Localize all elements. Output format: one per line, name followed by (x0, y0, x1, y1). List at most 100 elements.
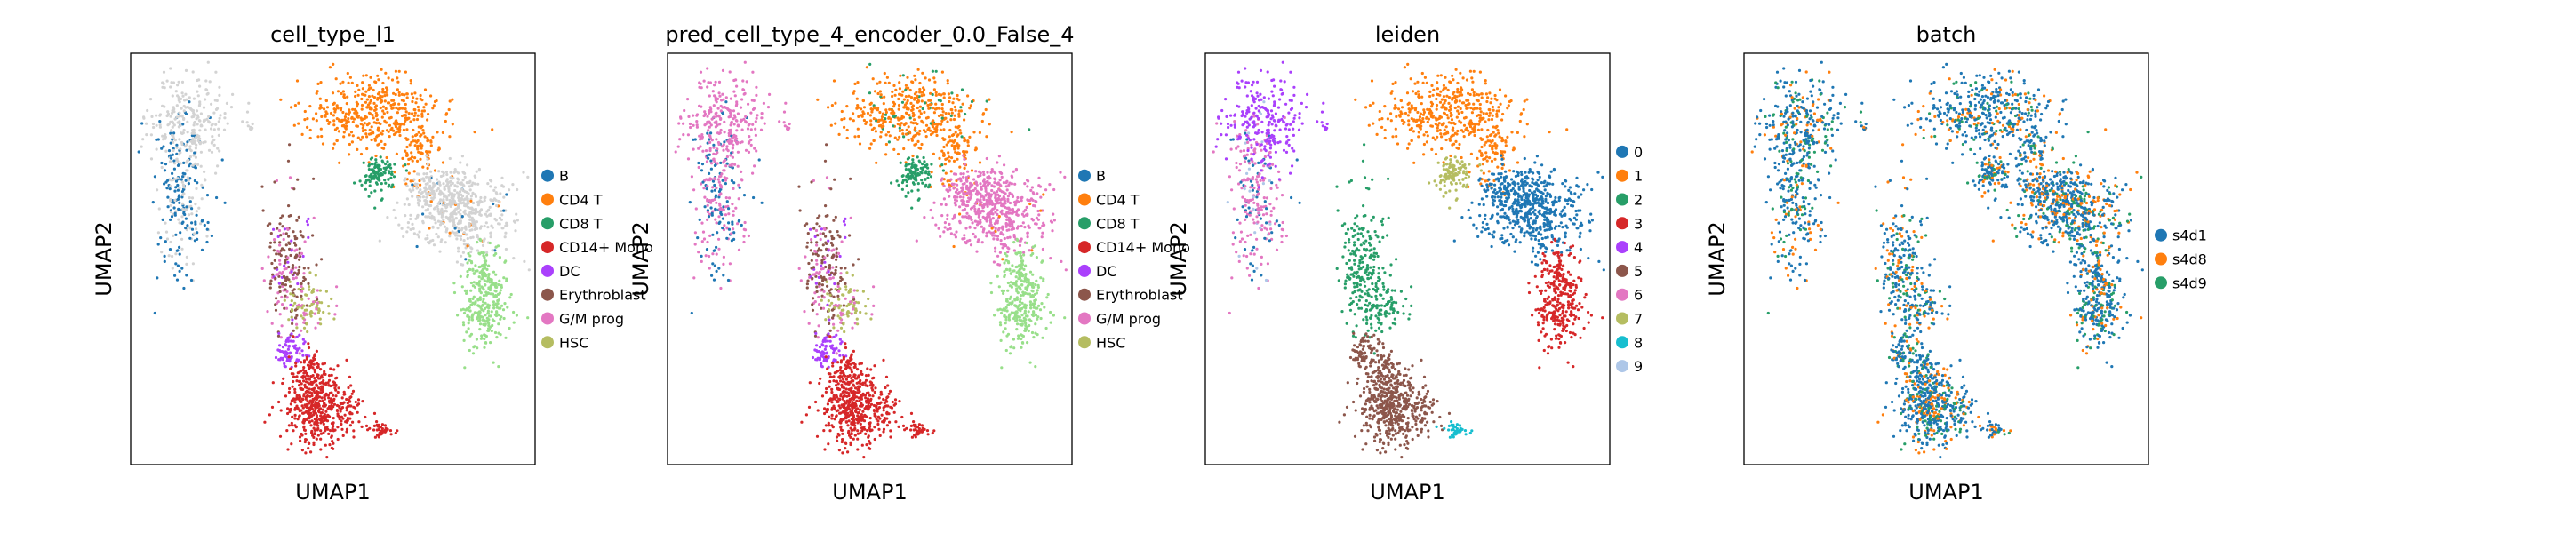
data-point (290, 270, 293, 274)
data-point (484, 341, 488, 345)
data-point (1042, 279, 1045, 282)
data-point (1015, 199, 1019, 203)
data-point (310, 387, 314, 391)
data-point (999, 338, 1003, 342)
data-point (158, 114, 162, 117)
data-point (1008, 191, 1012, 195)
data-point (485, 267, 489, 271)
data-point (946, 179, 949, 183)
data-point (498, 256, 502, 259)
data-point (450, 195, 454, 198)
data-point (343, 125, 347, 129)
data-point (734, 206, 738, 210)
data-point (333, 386, 337, 390)
data-point (719, 186, 724, 189)
data-point (1015, 298, 1019, 301)
data-point (996, 182, 1000, 186)
data-point (396, 429, 399, 433)
data-point (979, 218, 982, 222)
data-point (963, 157, 966, 161)
data-point (954, 125, 957, 129)
data-point (912, 118, 916, 122)
data-point (998, 307, 1002, 311)
data-point (491, 249, 494, 252)
data-point (362, 161, 365, 164)
data-point (471, 235, 475, 239)
data-point (1003, 236, 1006, 241)
legend-label: Erythroblast (559, 287, 646, 304)
data-point (416, 213, 420, 217)
data-point (986, 204, 989, 208)
data-point (404, 149, 407, 153)
data-point (315, 263, 318, 266)
data-point (180, 237, 184, 241)
data-point (937, 122, 940, 126)
data-point (153, 311, 156, 315)
data-point (724, 205, 728, 209)
data-point (301, 411, 305, 415)
data-point (744, 115, 748, 118)
data-point (735, 84, 739, 88)
data-point (395, 107, 398, 110)
data-point (332, 384, 335, 387)
data-point (718, 94, 722, 98)
data-point (345, 358, 348, 362)
data-point (751, 123, 755, 126)
data-point (466, 270, 469, 274)
data-point (416, 195, 420, 199)
data-point (911, 80, 915, 84)
data-point (268, 286, 272, 290)
data-point (316, 428, 319, 432)
data-point (1011, 225, 1014, 228)
data-point (307, 235, 310, 239)
data-point (340, 415, 343, 418)
data-point (720, 99, 724, 102)
data-point (1028, 361, 1032, 364)
data-point (336, 90, 340, 93)
data-point (429, 94, 433, 98)
data-point (283, 362, 286, 365)
data-point (371, 94, 374, 98)
data-point (186, 176, 189, 179)
data-point (1004, 322, 1007, 325)
data-point (176, 249, 180, 252)
data-point (703, 195, 707, 199)
data-point (380, 431, 384, 434)
data-point (330, 408, 333, 411)
data-point (689, 125, 692, 130)
data-point (897, 183, 900, 187)
data-point (878, 80, 882, 84)
data-point (142, 115, 146, 119)
data-point (921, 163, 924, 166)
data-point (1022, 292, 1026, 296)
data-point (487, 322, 491, 325)
data-point (285, 275, 289, 279)
data-point (992, 260, 996, 264)
data-point (203, 223, 206, 227)
data-point (322, 310, 325, 314)
data-point (862, 112, 866, 115)
data-point (216, 164, 220, 168)
data-point (281, 381, 284, 386)
data-point (717, 142, 721, 147)
data-point (474, 269, 477, 273)
data-point (721, 179, 724, 182)
data-point (707, 81, 710, 84)
data-point (229, 106, 234, 109)
data-point (732, 109, 736, 113)
data-point (1004, 225, 1008, 228)
x-axis-label: UMAP1 (295, 480, 370, 505)
data-point (716, 131, 720, 135)
data-point (318, 317, 322, 321)
data-point (416, 114, 420, 117)
data-point (502, 316, 506, 321)
data-point (447, 189, 451, 193)
data-point (321, 142, 325, 146)
data-point (191, 262, 195, 266)
data-point (732, 231, 736, 235)
data-point (478, 237, 482, 241)
data-point (426, 234, 429, 237)
data-point (262, 279, 266, 282)
data-point (899, 161, 902, 164)
data-point (364, 129, 367, 132)
